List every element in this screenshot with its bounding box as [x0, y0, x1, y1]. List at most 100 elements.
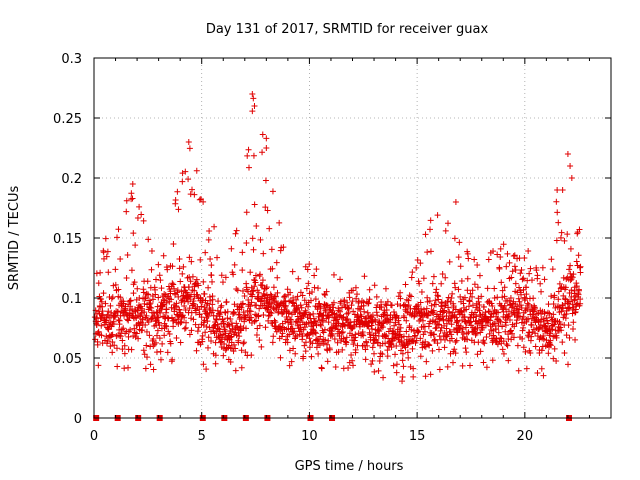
data-point	[445, 317, 452, 324]
data-point	[526, 270, 533, 277]
data-point	[287, 289, 294, 296]
data-point	[504, 313, 511, 320]
data-point	[540, 315, 547, 322]
data-point	[153, 309, 160, 316]
data-point	[376, 319, 383, 326]
data-point	[408, 274, 415, 281]
data-points	[91, 91, 584, 421]
data-point	[455, 254, 462, 261]
data-point	[485, 308, 492, 315]
data-point	[373, 309, 380, 316]
data-point	[331, 336, 338, 343]
data-point	[206, 228, 213, 235]
data-point	[464, 336, 471, 343]
data-point	[188, 327, 195, 334]
data-point	[142, 365, 149, 372]
data-point	[154, 327, 161, 334]
data-point	[214, 307, 221, 314]
data-point	[259, 149, 266, 156]
data-point	[476, 272, 483, 279]
data-point	[449, 359, 456, 366]
data-point	[175, 293, 182, 300]
data-point	[483, 364, 490, 371]
data-point	[170, 317, 177, 324]
data-point	[189, 273, 196, 280]
data-point	[248, 299, 255, 306]
data-point	[509, 268, 516, 275]
data-point	[303, 285, 310, 292]
data-point	[288, 358, 295, 365]
data-point	[568, 175, 575, 182]
data-point	[145, 319, 152, 326]
data-point	[247, 308, 254, 315]
data-point	[521, 254, 528, 261]
data-point	[486, 330, 493, 337]
data-point	[474, 351, 481, 358]
data-point	[223, 298, 230, 305]
data-point	[388, 302, 395, 309]
data-point	[365, 299, 372, 306]
data-point	[540, 372, 547, 379]
data-point	[532, 343, 539, 350]
data-point	[143, 342, 150, 349]
data-point	[139, 327, 146, 334]
data-point	[434, 340, 441, 347]
x-axis-label: GPS time / hours	[295, 459, 404, 474]
data-point	[350, 362, 357, 369]
data-point	[474, 262, 481, 269]
data-point	[352, 284, 359, 291]
data-point	[335, 307, 342, 314]
data-point	[448, 294, 455, 301]
data-point	[397, 295, 404, 302]
data-point	[199, 336, 206, 343]
data-point	[253, 331, 260, 338]
data-point	[400, 363, 407, 370]
data-point	[504, 342, 511, 349]
data-point	[167, 340, 174, 347]
data-point	[231, 261, 238, 268]
data-point	[432, 301, 439, 308]
data-point	[282, 304, 289, 311]
data-point	[461, 294, 468, 301]
data-point	[366, 286, 373, 293]
axis-ticks: 0 0.05 0.1 0.15 0.2 0.25 0.3 0 5 10 15 20	[53, 52, 611, 444]
data-point	[412, 332, 419, 339]
data-point	[564, 231, 571, 238]
data-point	[328, 330, 335, 337]
data-point	[277, 327, 284, 334]
data-point	[505, 308, 512, 315]
data-point	[555, 288, 562, 295]
data-point	[186, 254, 193, 261]
data-point	[286, 347, 293, 354]
data-point	[544, 309, 551, 316]
data-point	[313, 322, 320, 329]
data-point	[148, 266, 155, 273]
spike-point	[129, 181, 136, 187]
data-point	[500, 338, 507, 345]
data-point	[128, 190, 135, 197]
data-point	[318, 365, 325, 372]
data-point	[448, 331, 455, 338]
data-point	[545, 301, 552, 308]
data-point	[316, 342, 323, 349]
spike-point	[185, 139, 192, 145]
data-point	[274, 289, 281, 296]
data-point	[566, 266, 573, 273]
data-point	[192, 307, 199, 314]
data-point	[200, 198, 207, 205]
data-point	[527, 265, 534, 272]
data-point	[248, 319, 255, 326]
data-point	[362, 356, 369, 363]
data-point	[573, 280, 580, 287]
data-point	[125, 364, 132, 371]
data-point	[520, 324, 527, 331]
data-point	[494, 315, 501, 322]
data-point	[259, 282, 266, 289]
data-point	[282, 302, 289, 309]
data-point	[170, 281, 177, 288]
data-point	[534, 332, 541, 339]
data-point	[501, 293, 508, 300]
data-point	[147, 343, 154, 350]
data-point	[368, 325, 375, 332]
data-point	[557, 234, 564, 241]
